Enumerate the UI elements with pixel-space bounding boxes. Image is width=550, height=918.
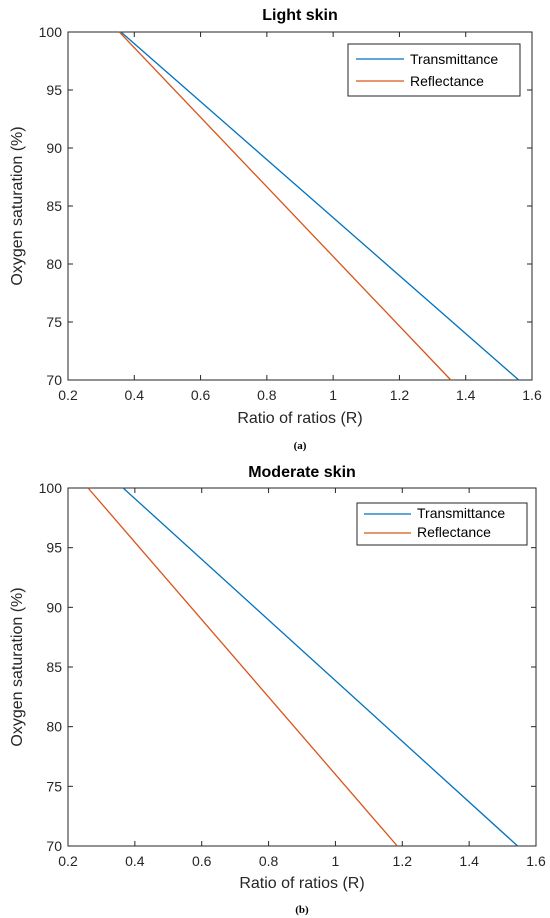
- x-tick-label: 0.8: [257, 387, 277, 403]
- legend: Transmittance Reflectance: [347, 43, 521, 97]
- x-tick-label: 0.6: [192, 853, 212, 869]
- x-tick-label: 0.4: [125, 387, 145, 403]
- series-group: [118, 31, 520, 381]
- x-tick-label: 0.6: [191, 387, 211, 403]
- legend-box: [356, 502, 528, 546]
- x-tick-label: 1: [329, 387, 337, 403]
- chart-title: Light skin: [262, 7, 338, 24]
- y-tick-label: 80: [46, 256, 62, 272]
- x-axis: 0.2 0.4 0.6 0.8 1 1.2 1.4 1.6: [58, 32, 542, 403]
- series-line-reflectance: [87, 487, 398, 847]
- figure-caption: (a): [294, 440, 307, 452]
- x-tick-label: 0.2: [58, 387, 78, 403]
- chart-title: Moderate skin: [248, 464, 356, 481]
- x-tick-label: 1.6: [526, 853, 546, 869]
- x-axis-label: Ratio of ratios (R): [237, 410, 362, 427]
- y-tick-label: 75: [46, 314, 62, 330]
- y-tick-label: 80: [46, 719, 62, 735]
- y-tick-label: 75: [46, 778, 62, 794]
- figure-caption: (b): [295, 904, 309, 916]
- x-tick-label: 0.8: [259, 853, 279, 869]
- x-tick-label: 1: [332, 853, 340, 869]
- y-tick-label: 95: [46, 540, 62, 556]
- y-tick-label: 90: [46, 599, 62, 615]
- y-tick-label: 70: [46, 838, 62, 854]
- legend-label-reflectance: Reflectance: [417, 524, 491, 540]
- series-line-reflectance: [118, 31, 452, 381]
- x-tick-label: 1.4: [456, 387, 476, 403]
- y-axis-label: Oxygen saturation (%): [9, 126, 26, 285]
- x-axis: 0.2 0.4 0.6 0.8 1 1.2 1.4 1.6: [58, 488, 546, 869]
- y-tick-label: 100: [39, 24, 63, 40]
- y-axis-label: Oxygen saturation (%): [9, 587, 26, 746]
- x-tick-label: 0.2: [58, 853, 78, 869]
- y-tick-label: 95: [46, 82, 62, 98]
- y-tick-label: 70: [46, 372, 62, 388]
- legend-label-reflectance: Reflectance: [410, 73, 484, 89]
- series-line-transmittance: [120, 31, 520, 381]
- y-tick-label: 100: [39, 480, 63, 496]
- x-axis-label: Ratio of ratios (R): [239, 875, 364, 892]
- x-tick-label: 0.4: [125, 853, 145, 869]
- x-tick-label: 1.4: [459, 853, 479, 869]
- legend-box: [347, 43, 521, 97]
- x-tick-label: 1.6: [522, 387, 542, 403]
- plot-area: [67, 487, 537, 847]
- legend-label-transmittance: Transmittance: [410, 51, 498, 67]
- y-axis: 70 75 80 85 90 95 100: [39, 24, 532, 388]
- x-tick-label: 1.2: [393, 853, 413, 869]
- y-axis: 70 75 80 85 90 95 100: [39, 480, 536, 854]
- series-group: [87, 487, 519, 847]
- x-tick-label: 1.2: [390, 387, 410, 403]
- legend: Transmittance Reflectance: [356, 502, 528, 546]
- series-line-transmittance: [122, 487, 519, 847]
- y-tick-label: 85: [46, 198, 62, 214]
- chart-light-skin: Light skin 70 75 80 85 90 95 100 0.2 0.4 0.6 0.8 1…: [9, 7, 542, 452]
- legend-label-transmittance: Transmittance: [417, 505, 505, 521]
- y-tick-label: 85: [46, 659, 62, 675]
- y-tick-label: 90: [46, 140, 62, 156]
